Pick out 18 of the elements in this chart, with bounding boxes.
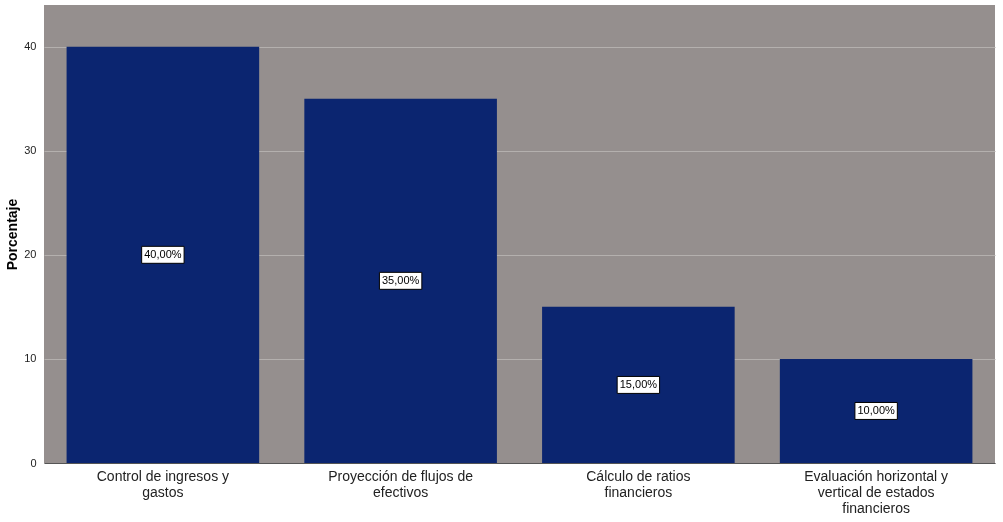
y-tick-label: 30 — [24, 144, 37, 157]
y-tick-label: 0 — [30, 456, 37, 469]
bar — [542, 306, 735, 463]
data-label: 35,00% — [381, 273, 420, 286]
bar — [779, 358, 973, 463]
bar — [304, 98, 497, 463]
data-label: 10,00% — [857, 403, 895, 416]
y-tick-label: 20 — [24, 248, 37, 261]
x-tick-label: Cálculo de ratios financieros — [586, 467, 691, 500]
data-label: 40,00% — [144, 247, 182, 260]
x-tick-label: Evaluación horizontal y vertical de estados financieros — [804, 467, 949, 516]
y-axis-title: Porcentaje — [4, 198, 21, 271]
bar — [66, 46, 260, 463]
data-label: 15,00% — [619, 377, 658, 390]
y-tick-label: 10 — [24, 352, 37, 365]
y-tick-label: 40 — [24, 40, 37, 53]
x-tick-label: Control de ingresos y gastos — [96, 467, 230, 500]
x-tick-label: Proyección de flujos de efectivos — [328, 467, 474, 500]
